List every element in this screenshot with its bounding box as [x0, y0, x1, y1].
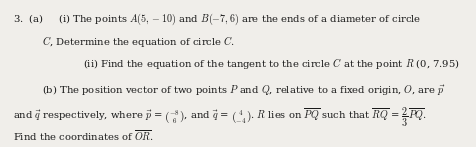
Text: $C$, Determine the equation of circle $C$.: $C$, Determine the equation of circle $C… — [42, 34, 235, 49]
Text: 3.  (a)     (i) The points $A(5,-10)$ and $B(-7,6)$ are the ends of a diameter o: 3. (a) (i) The points $A(5,-10)$ and $B(… — [13, 11, 421, 27]
Text: and $\vec{q}$ respectively, where $\vec{p}$ = $\binom{-8}{6}$, and $\vec{q}$ = $: and $\vec{q}$ respectively, where $\vec{… — [13, 106, 427, 129]
Text: (b) The position vector of two points $P$ and $Q$, relative to a fixed origin, $: (b) The position vector of two points $P… — [42, 83, 446, 98]
Text: Find the coordinates of $\overline{OR}$.: Find the coordinates of $\overline{OR}$. — [13, 128, 154, 143]
Text: (ii) Find the equation of the tangent to the circle $C$ at the point $R$ (0, 7.9: (ii) Find the equation of the tangent to… — [83, 56, 460, 71]
